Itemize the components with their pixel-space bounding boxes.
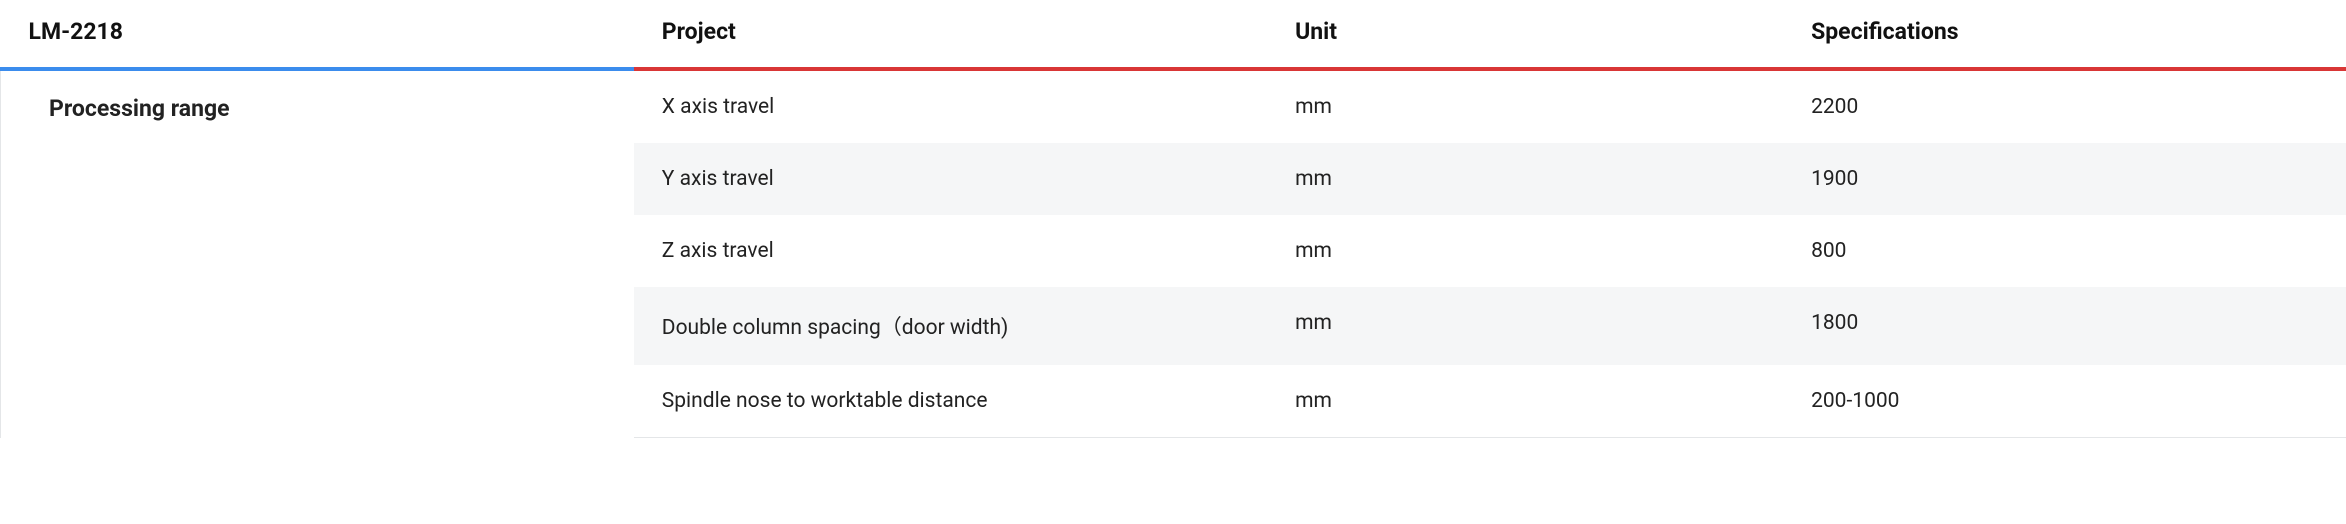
cell-spec: 1900 [1783, 143, 2346, 215]
cell-spec: 800 [1783, 215, 2346, 287]
cell-unit: mm [1267, 69, 1783, 143]
cell-spec: 2200 [1783, 69, 2346, 143]
category-label: Processing range [1, 69, 634, 438]
spec-table: LM-2218 Project Unit Specifications Proc… [0, 0, 2346, 438]
cell-unit: mm [1267, 287, 1783, 365]
cell-project: Y axis travel [634, 143, 1267, 215]
table-header-row: LM-2218 Project Unit Specifications [1, 0, 2346, 69]
header-spec: Specifications [1783, 0, 2346, 69]
cell-project: Z axis travel [634, 215, 1267, 287]
header-unit: Unit [1267, 0, 1783, 69]
cell-unit: mm [1267, 215, 1783, 287]
cell-project: Double column spacing（door width) [634, 287, 1267, 365]
table-row: Processing range X axis travel mm 2200 [1, 69, 2346, 143]
cell-unit: mm [1267, 365, 1783, 438]
cell-spec: 1800 [1783, 287, 2346, 365]
cell-project: X axis travel [634, 69, 1267, 143]
cell-unit: mm [1267, 143, 1783, 215]
header-project: Project [634, 0, 1267, 69]
cell-project: Spindle nose to worktable distance [634, 365, 1267, 438]
header-model: LM-2218 [1, 0, 634, 69]
cell-spec: 200-1000 [1783, 365, 2346, 438]
